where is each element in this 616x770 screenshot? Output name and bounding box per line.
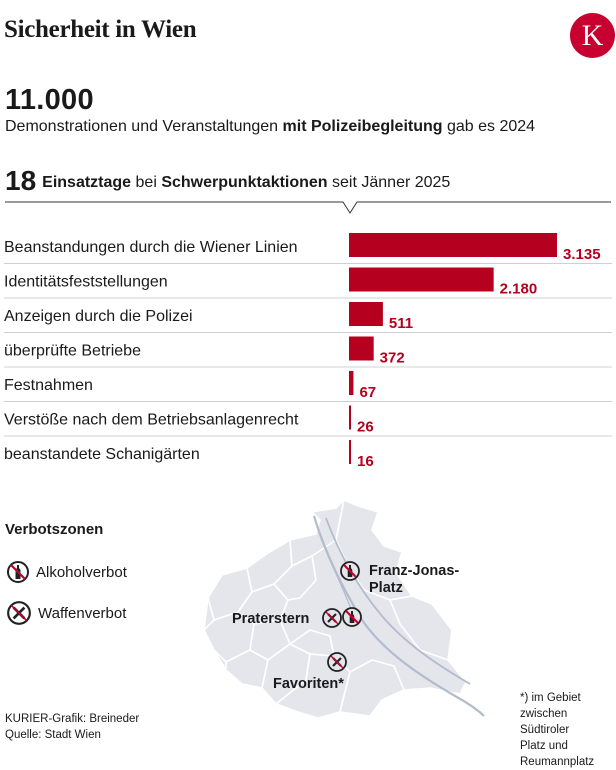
subheadline-mid: bei [131,174,162,191]
callout-separator [5,201,611,214]
category-label: Beanstandungen durch die Wiener Linien [4,239,298,256]
credits: KURIER-Grafik: Breineder Quelle: Stadt W… [5,711,139,743]
logo-letter: K [581,19,604,52]
subheadline-post: seit Jänner 2025 [327,174,451,191]
footnote-line: Südtiroler [520,724,570,736]
subheadline-number: 18 [5,165,37,196]
legend-alcohol: Alkoholverbot [6,560,127,584]
credit-source: Quelle: Stadt Wien [5,729,101,741]
alcohol-ban-icon [342,607,362,627]
bar [349,371,354,395]
highlight-description: Demonstrationen und Veranstaltungen mit … [5,118,535,136]
map-label-praterstern: Praterstern [232,611,310,627]
footnote: *) im Gebiet zwischen Südtiroler Platz u… [520,690,594,770]
page-title: Sicherheit in Wien [4,16,197,43]
highlight-number: 11.000 [5,84,94,116]
credit-graphic: KURIER-Grafik: Breineder [5,713,140,725]
weapon-ban-icon [322,608,342,628]
weapon-ban-icon [7,601,31,625]
value-label: 3.135 [563,246,601,263]
value-label: 26 [357,419,374,436]
weapon-ban-icon [327,652,347,672]
legend-alcohol-label: Alkoholverbot [36,563,127,581]
bar [349,302,383,326]
highlight-text-pre: Demonstrationen und Veranstaltungen [5,118,283,135]
bars-group: Beanstandungen durch die Wiener Linien 3.… [4,233,612,470]
value-label: 2.180 [500,281,538,298]
bar [349,405,351,430]
footnote-line: Platz und [520,740,568,752]
map-label-franz-jonas-platz: Franz-Jonas- Platz [369,563,459,597]
value-label: 511 [389,315,413,332]
highlight-text-post: gab es 2024 [442,118,536,135]
footnote-line: Reumannplatz [520,756,595,768]
highlight-text-bold: mit Polizeibegleitung [282,118,443,135]
subheadline: 18 Einsatztage bei Schwerpunktaktionen se… [5,165,450,197]
danube-river-secondary [325,517,471,685]
map-label-franz-jonas-line2: Platz [369,580,403,596]
alcohol-ban-icon [7,561,29,583]
footnote-line: *) im Gebiet [520,692,581,704]
category-label: überprüfte Betriebe [4,343,141,360]
bar [349,233,557,257]
value-label: 67 [359,384,376,401]
bar [349,267,494,292]
legend-weapon: Waffenverbot [6,600,126,626]
category-label: Verstöße nach dem Betriebsanlagenrecht [4,412,299,429]
value-label: 16 [357,453,374,470]
subheadline-bold-2: Schwerpunktaktionen [161,174,328,191]
category-label: Identitätsfeststellungen [4,274,168,291]
category-label: beanstandete Schanigärten [4,446,200,463]
map-label-favoriten: Favoriten* [273,676,344,692]
zones-title: Verbotszonen [5,521,104,538]
subheadline-bold-1: Einsatztage [42,174,132,191]
footnote-line: zwischen [520,708,568,720]
value-label: 372 [380,350,405,367]
map-label-franz-jonas-line1: Franz-Jonas- [369,563,460,579]
alcohol-ban-icon [340,561,360,581]
legend-weapon-label: Waffenverbot [38,604,127,622]
kurier-logo: K [570,13,615,58]
bar [349,336,374,361]
bar-chart: Beanstandungen durch die Wiener Linien 3.… [4,201,612,470]
category-label: Anzeigen durch die Polizei [4,308,193,325]
category-label: Festnahmen [4,377,93,394]
bar [349,440,351,464]
